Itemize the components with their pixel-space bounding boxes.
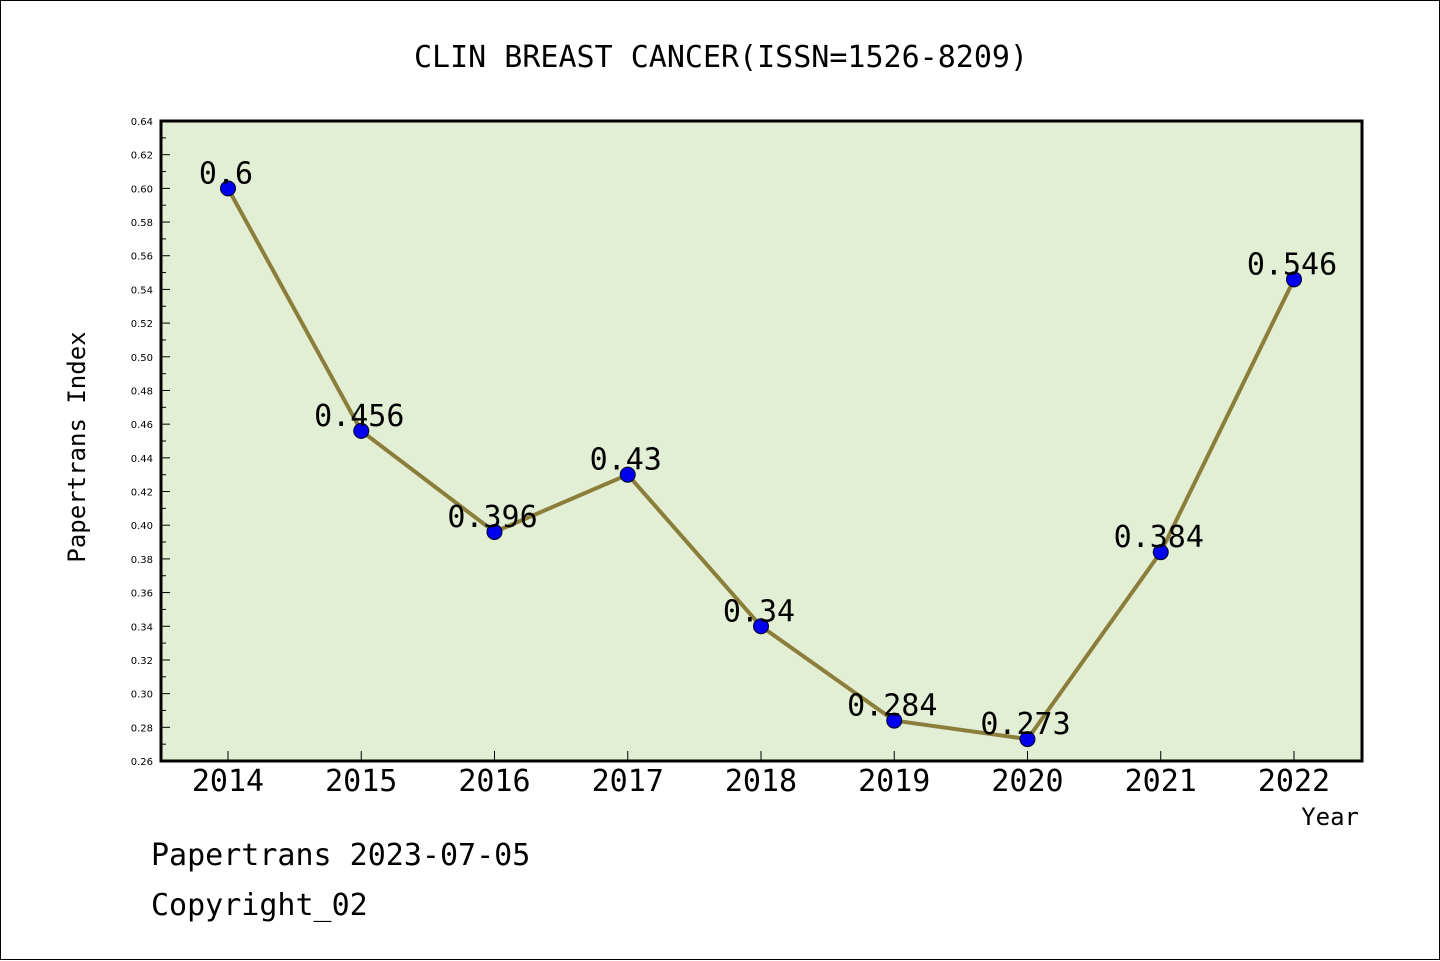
- data-label: 0.546: [1247, 247, 1337, 282]
- data-label: 0.396: [447, 500, 537, 535]
- y-tick-label: 0.52: [131, 319, 153, 330]
- data-label: 0.273: [980, 707, 1070, 742]
- data-point: [619, 466, 636, 483]
- x-tick-label: 2014: [192, 764, 264, 799]
- data-point: [486, 523, 503, 540]
- y-tick-label: 0.58: [131, 218, 153, 229]
- x-tick-label: 2016: [458, 764, 530, 799]
- x-tick-label: 2022: [1258, 764, 1330, 799]
- x-tick-label: 2015: [325, 764, 397, 799]
- data-label: 0.384: [1114, 520, 1204, 555]
- y-tick-label: 0.40: [131, 521, 153, 532]
- y-tick-label: 0.32: [131, 656, 153, 667]
- x-axis: 2014 2015 2016 2017 2018 2019 2020 2021 2022: [192, 751, 1330, 799]
- footer-copyright: Copyright_02: [151, 888, 368, 923]
- x-tick-label: 2017: [592, 764, 664, 799]
- y-tick-label: 0.48: [131, 386, 153, 397]
- y-tick-label: 0.42: [131, 488, 153, 499]
- y-tick-label: 0.38: [131, 555, 153, 566]
- data-point: [1152, 544, 1169, 561]
- x-tick-label: 2019: [858, 764, 930, 799]
- data-label: 0.456: [314, 399, 404, 434]
- y-tick-label: 0.56: [131, 252, 153, 263]
- x-axis-label: Year: [1301, 803, 1359, 831]
- data-label: 0.6: [199, 156, 253, 191]
- data-label: 0.34: [723, 594, 795, 629]
- data-point: [753, 618, 769, 635]
- footer-date: Papertrans 2023-07-05: [151, 838, 530, 873]
- data-point: [220, 180, 236, 197]
- data-label: 0.43: [590, 443, 662, 478]
- y-tick-label: 0.28: [131, 723, 153, 734]
- y-tick-label: 0.26: [131, 757, 153, 768]
- y-tick-label: 0.36: [131, 589, 153, 600]
- data-point: [886, 712, 903, 729]
- x-tick-label: 2020: [991, 764, 1063, 799]
- x-tick-label: 2021: [1125, 764, 1197, 799]
- series-papertrans-index: 0.6 0.456 0.396 0.43 0.34 0.284 0.273 0.384 0.54…: [199, 156, 1337, 748]
- x-tick-label: 2018: [725, 764, 797, 799]
- y-tick-label: 0.30: [131, 690, 153, 701]
- chart-title: CLIN BREAST CANCER(ISSN=1526-8209): [414, 40, 1028, 75]
- data-point: [1019, 731, 1036, 748]
- data-label: 0.284: [847, 689, 937, 724]
- plot-area: [159, 119, 1364, 763]
- y-tick-label: 0.60: [131, 184, 153, 195]
- y-tick-label: 0.64: [131, 117, 153, 128]
- y-axis-label: Papertrans Index: [63, 331, 91, 562]
- y-tick-label: 0.54: [131, 285, 153, 296]
- y-tick-label: 0.44: [131, 454, 153, 465]
- y-tick-label: 0.34: [131, 622, 153, 633]
- y-axis: 0.26 0.28 0.30 0.32 0.34 0.36 0.38 0.40 0.42 0.44…: [131, 117, 170, 768]
- y-tick-label: 0.50: [131, 353, 153, 364]
- data-point: [1286, 271, 1302, 288]
- data-point: [353, 422, 370, 439]
- y-tick-label: 0.62: [131, 151, 153, 162]
- y-tick-label: 0.46: [131, 420, 153, 431]
